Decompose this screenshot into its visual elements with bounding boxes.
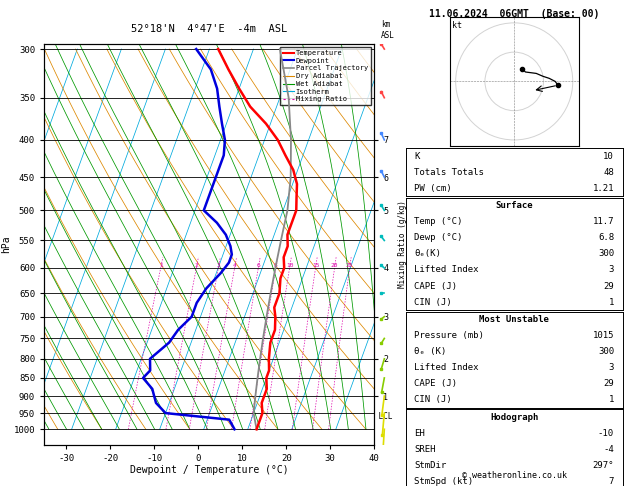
Text: 10: 10: [286, 263, 293, 268]
Text: 3: 3: [609, 265, 614, 275]
Text: 300: 300: [598, 347, 614, 356]
Text: SREH: SREH: [415, 445, 436, 454]
Text: StmSpd (kt): StmSpd (kt): [415, 477, 474, 486]
Text: 29: 29: [603, 281, 614, 291]
Text: Lifted Index: Lifted Index: [415, 265, 479, 275]
Legend: Temperature, Dewpoint, Parcel Trajectory, Dry Adiabat, Wet Adiabat, Isotherm, Mi: Temperature, Dewpoint, Parcel Trajectory…: [281, 47, 370, 105]
Text: 2: 2: [194, 263, 198, 268]
Text: 10: 10: [603, 152, 614, 161]
Text: 1015: 1015: [593, 331, 614, 340]
Text: θₑ (K): θₑ (K): [415, 347, 447, 356]
Text: 11.7: 11.7: [593, 217, 614, 226]
Text: 25: 25: [346, 263, 353, 268]
Text: Temp (°C): Temp (°C): [415, 217, 463, 226]
Text: 48: 48: [603, 168, 614, 177]
Text: θₑ(K): θₑ(K): [415, 249, 442, 259]
Text: Most Unstable: Most Unstable: [479, 315, 549, 324]
Text: StmDir: StmDir: [415, 461, 447, 470]
Text: Dewp (°C): Dewp (°C): [415, 233, 463, 243]
Text: 1: 1: [159, 263, 162, 268]
Y-axis label: hPa: hPa: [1, 235, 11, 253]
Text: kt: kt: [452, 21, 462, 30]
Text: 1: 1: [609, 395, 614, 404]
Text: km
ASL: km ASL: [381, 20, 395, 40]
Text: 300: 300: [598, 249, 614, 259]
Text: Lifted Index: Lifted Index: [415, 363, 479, 372]
Text: LCL: LCL: [374, 412, 392, 421]
Text: Totals Totals: Totals Totals: [415, 168, 484, 177]
Text: 11.06.2024  06GMT  (Base: 00): 11.06.2024 06GMT (Base: 00): [429, 9, 599, 19]
Text: 8: 8: [274, 263, 277, 268]
Text: Hodograph: Hodograph: [490, 413, 538, 422]
Text: 7: 7: [609, 477, 614, 486]
Text: 1: 1: [609, 297, 614, 307]
Text: 52°18'N  4°47'E  -4m  ASL: 52°18'N 4°47'E -4m ASL: [131, 24, 287, 34]
Text: EH: EH: [415, 429, 425, 438]
Text: -10: -10: [598, 429, 614, 438]
Text: 297°: 297°: [593, 461, 614, 470]
Text: 15: 15: [312, 263, 320, 268]
Text: 1.21: 1.21: [593, 184, 614, 193]
Text: -4: -4: [603, 445, 614, 454]
X-axis label: Dewpoint / Temperature (°C): Dewpoint / Temperature (°C): [130, 466, 289, 475]
Text: 3: 3: [216, 263, 220, 268]
Text: PW (cm): PW (cm): [415, 184, 452, 193]
Text: Mixing Ratio (g/kg): Mixing Ratio (g/kg): [398, 200, 407, 288]
Text: 3: 3: [609, 363, 614, 372]
Text: 20: 20: [331, 263, 338, 268]
Text: Surface: Surface: [496, 201, 533, 210]
Text: Pressure (mb): Pressure (mb): [415, 331, 484, 340]
Text: K: K: [415, 152, 420, 161]
Text: 6: 6: [257, 263, 260, 268]
Text: CIN (J): CIN (J): [415, 297, 452, 307]
Text: CIN (J): CIN (J): [415, 395, 452, 404]
Text: 4: 4: [233, 263, 237, 268]
Text: 6.8: 6.8: [598, 233, 614, 243]
Text: CAPE (J): CAPE (J): [415, 281, 457, 291]
Text: CAPE (J): CAPE (J): [415, 379, 457, 388]
Text: © weatheronline.co.uk: © weatheronline.co.uk: [462, 471, 567, 480]
Text: 29: 29: [603, 379, 614, 388]
